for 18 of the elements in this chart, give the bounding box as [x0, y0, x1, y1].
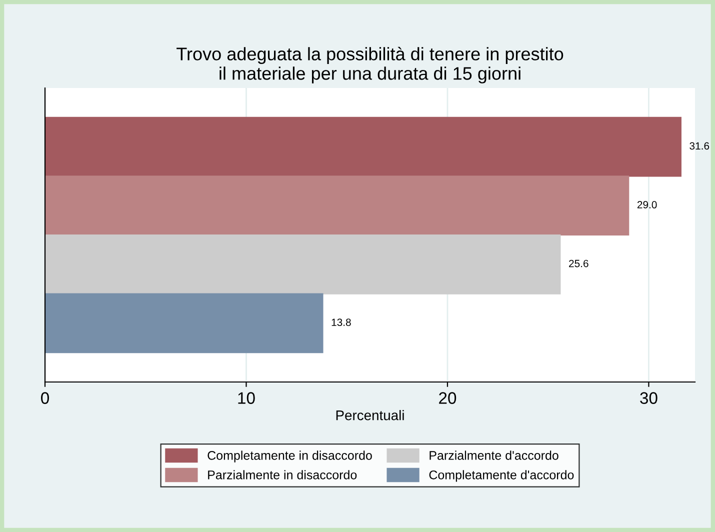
x-tick-label: 30	[640, 392, 658, 404]
legend-label: Parzialmente d'accordo	[430, 450, 558, 460]
bar	[45, 176, 630, 236]
legend-label: Completamente d'accordo	[429, 470, 574, 482]
legend-label: Completamente in disaccordo	[208, 450, 372, 462]
bar	[45, 293, 324, 354]
x-tick-label: 20	[439, 392, 456, 404]
data-label: 13.8	[332, 318, 351, 326]
x-tick-label: 0	[41, 392, 49, 404]
data-label: 31.6	[690, 142, 710, 150]
legend-label: Parzialmente in disaccordo	[208, 470, 357, 480]
data-label: 29.0	[637, 201, 657, 208]
x-axis-title: Percentuali	[336, 410, 404, 420]
data-label: 25.6	[569, 260, 588, 268]
chart-title: Trovo adeguata la possibilità di tenere in prestito il materiale per una durata di 15 giorni	[176, 46, 564, 84]
bar	[45, 116, 682, 177]
bar	[45, 234, 561, 294]
x-tick-label: 10	[238, 392, 255, 404]
